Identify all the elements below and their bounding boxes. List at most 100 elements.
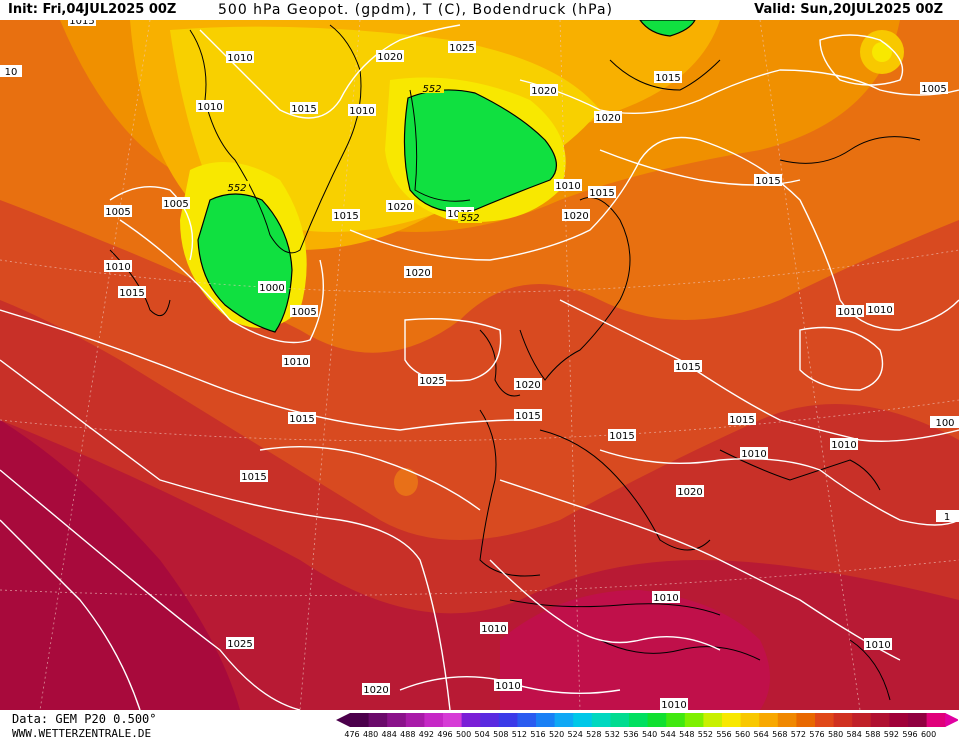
legend-tick-label: 516	[530, 730, 546, 739]
legend-tick-label: 532	[604, 730, 621, 739]
legend-tick-label: 520	[548, 730, 565, 739]
legend-tick-label: 528	[586, 730, 602, 739]
isobar-label: 1010	[480, 622, 508, 635]
isobar-label: 1020	[514, 378, 542, 391]
legend-tick-label: 564	[753, 730, 769, 739]
field-band-9	[500, 590, 770, 710]
legend-tick-label: 556	[716, 730, 732, 739]
valid-time: Valid: Sun,20JUL2025 00Z	[754, 2, 943, 17]
legend-swatch	[517, 713, 537, 727]
legend-tick-label: 600	[920, 730, 937, 739]
svg-text:1000: 1000	[259, 283, 284, 294]
svg-text:1015: 1015	[655, 73, 680, 84]
isobar-label: 1025	[448, 41, 476, 54]
isobar-label: 1005	[290, 305, 318, 318]
legend-swatch	[405, 713, 425, 727]
legend-swatch	[554, 713, 574, 727]
svg-text:1015: 1015	[291, 104, 316, 115]
ne-warm-spot-inner	[872, 42, 892, 62]
svg-text:1005: 1005	[291, 307, 316, 318]
legend-swatch	[480, 713, 500, 727]
isobar-label: 1	[936, 510, 959, 523]
low-northeast	[638, 19, 696, 37]
legend-tick-label: 540	[641, 730, 658, 739]
legend-arrow-left	[336, 713, 350, 727]
isobar-label: 1010	[864, 638, 892, 651]
legend-tick-label: 512	[511, 730, 528, 739]
legend-tick-label: 548	[679, 730, 695, 739]
legend-tick-label: 552	[697, 730, 714, 739]
isobar-label: 1005	[104, 205, 132, 218]
svg-text:1010: 1010	[197, 102, 222, 113]
geopot-label: 552	[420, 82, 444, 95]
svg-text:1010: 1010	[661, 700, 686, 710]
legend-swatch	[870, 713, 890, 727]
legend-swatch	[629, 713, 649, 727]
low-scandinavia	[403, 89, 557, 213]
field-band-10	[0, 420, 240, 710]
legend-swatch	[908, 713, 928, 727]
isobar-label: 1020	[594, 111, 622, 124]
legend-swatch	[926, 713, 946, 727]
legend-tick-label: 488	[400, 730, 416, 739]
legend-tick-label: 592	[883, 730, 900, 739]
legend-swatch	[350, 713, 370, 727]
legend-swatch	[591, 713, 611, 727]
isobar-label: 1010	[830, 438, 858, 451]
isobar-label: 1020	[386, 200, 414, 213]
legend-tick-label: 576	[809, 730, 825, 739]
isobar-label: 1015	[728, 413, 756, 426]
isobar-label: 1010	[660, 698, 688, 711]
svg-text:10: 10	[5, 67, 18, 78]
map-svg: 1015 10 1010 1025 1020 1010 1015 1010 10…	[0, 14, 959, 711]
geopot-label: 552	[458, 212, 482, 224]
chart-title: 500 hPa Geopot. (gpdm), T (C), Bodendruc…	[218, 2, 613, 18]
svg-text:1010: 1010	[481, 624, 506, 635]
svg-text:1015: 1015	[729, 415, 754, 426]
isobar-label: 1015	[674, 360, 702, 373]
legend-tick-label: 504	[474, 730, 490, 739]
graticule	[0, 19, 959, 711]
svg-text:1015: 1015	[289, 414, 314, 425]
svg-text:1010: 1010	[495, 681, 520, 692]
svg-text:1010: 1010	[227, 53, 252, 64]
isobar-label: 1015	[332, 209, 360, 222]
svg-text:1010: 1010	[105, 262, 130, 273]
legend-tick-label: 508	[493, 730, 509, 739]
svg-text:1025: 1025	[419, 376, 444, 387]
svg-text:1: 1	[944, 512, 950, 523]
geopot-labels: 552 552 552	[225, 82, 482, 224]
legend-tick-label: 496	[437, 730, 453, 739]
svg-text:1020: 1020	[515, 380, 540, 391]
isobar-label: 1020	[404, 266, 432, 279]
legend-tick-label: 596	[902, 730, 918, 739]
svg-text:1025: 1025	[449, 43, 474, 54]
legend-tick-label: 588	[865, 730, 881, 739]
svg-text:1010: 1010	[653, 593, 678, 604]
isobar-label: 100	[930, 416, 959, 429]
isobar-label: 1010	[554, 179, 582, 192]
svg-text:1010: 1010	[283, 357, 308, 368]
legend-swatch	[368, 713, 388, 727]
legend-tick-label: 524	[567, 730, 583, 739]
svg-text:1010: 1010	[867, 305, 892, 316]
isobar-label: 1020	[676, 485, 704, 498]
svg-text:1020: 1020	[595, 113, 620, 124]
svg-text:1015: 1015	[755, 176, 780, 187]
legend-swatch	[759, 713, 779, 727]
isobar-label: 1015	[608, 429, 636, 442]
legend-tick-label: 480	[362, 730, 379, 739]
legend-swatch	[536, 713, 556, 727]
weather-map: 1015 10 1010 1025 1020 1010 1015 1010 10…	[0, 14, 959, 711]
legend-swatch	[815, 713, 835, 727]
isobar-label: 1010	[740, 447, 768, 460]
isobar-label: 1020	[530, 84, 558, 97]
legend-swatch	[666, 713, 686, 727]
svg-text:1015: 1015	[333, 211, 358, 222]
svg-text:1010: 1010	[741, 449, 766, 460]
color-legend: 476 480 484 488 492 496 500 504 508 512 516 520 524 5…	[336, 713, 959, 739]
legend-tick-label: 476	[344, 730, 360, 739]
svg-text:1020: 1020	[363, 685, 388, 696]
legend-swatch	[722, 713, 742, 727]
isobar-label: 1025	[418, 374, 446, 387]
